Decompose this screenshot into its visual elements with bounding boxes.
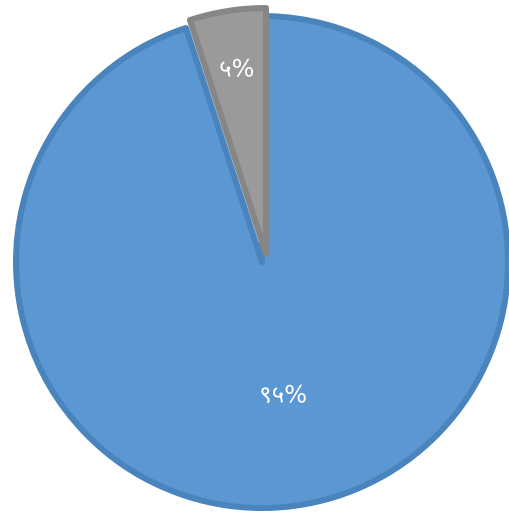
slice-label: ९५% [259,381,307,409]
pie-slice [186,5,269,257]
slice-label: ५% [219,54,254,82]
pie-slice [13,13,509,511]
